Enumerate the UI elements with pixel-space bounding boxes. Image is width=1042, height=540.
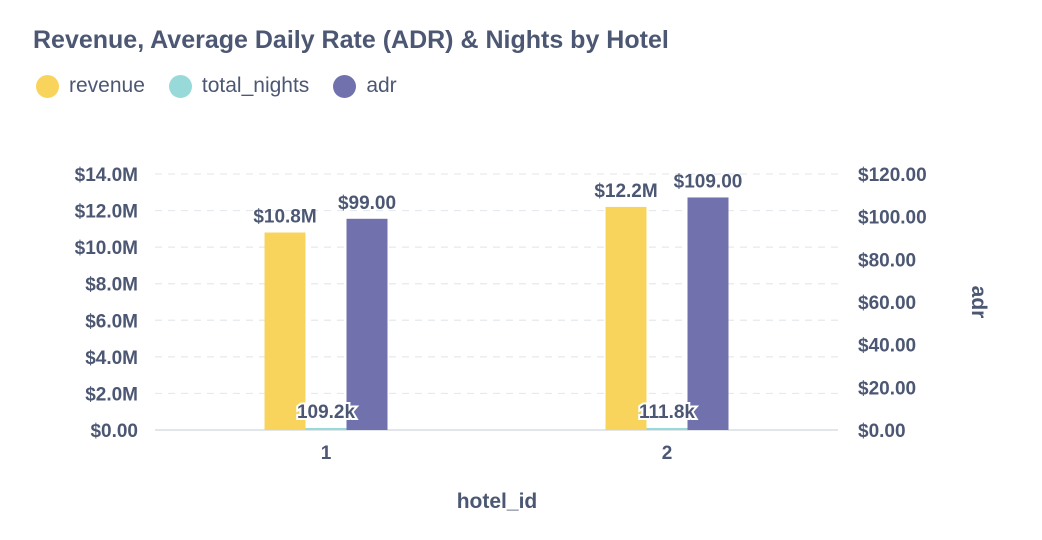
bars (264, 197, 729, 430)
left-axis-tick-label: $14.0M (75, 165, 138, 186)
left-axis-tick-label: $10.0M (75, 238, 138, 259)
bar-total-nights-2[interactable] (646, 427, 688, 430)
right-axis-tick-label: $100.00 (858, 208, 927, 229)
data-label-adr-1: $99.00 (338, 193, 396, 214)
data-label-total-nights-1: 109.2k (297, 402, 356, 423)
right-axis-ticks: $0.00 $20.00 $40.00 $60.00 $80.00 $100.00 $120… (858, 165, 927, 442)
legend-item-adr[interactable]: adr (333, 74, 397, 98)
right-axis-tick-label: $20.00 (858, 378, 916, 399)
right-axis-title: adr (967, 286, 990, 319)
data-label-adr-2: $109.00 (674, 171, 743, 192)
right-axis-tick-label: $120.00 (858, 165, 927, 186)
right-axis-tick-label: $60.00 (858, 293, 916, 314)
data-label-revenue-1: $10.8M (253, 207, 316, 228)
legend-item-total-nights[interactable]: total_nights (168, 74, 310, 98)
bar-adr-2[interactable] (687, 197, 729, 430)
right-axis-tick-label: $80.00 (858, 250, 916, 271)
right-axis-tick-label: $40.00 (858, 336, 916, 357)
bar-total-nights-1[interactable] (305, 428, 347, 430)
left-axis-tick-label: $4.0M (85, 348, 138, 369)
legend-dot-adr (333, 74, 357, 98)
bar-adr-1[interactable] (346, 218, 388, 430)
left-axis-tick-label: $6.0M (85, 311, 138, 332)
left-axis-ticks: $0.00 $2.0M $4.0M $6.0M $8.0M $10.0M $12.0M $14… (75, 165, 138, 442)
legend: revenue total_nights adr (36, 74, 421, 98)
data-labels: $10.8M 109.2k $99.00 $12.2M 111.8k $109.00 (253, 171, 743, 425)
left-axis-tick-label: $2.0M (85, 384, 138, 405)
legend-dot-total-nights (168, 74, 192, 98)
legend-dot-revenue (36, 74, 59, 98)
x-axis-tick-label: 2 (662, 443, 673, 464)
bar-revenue-2[interactable] (605, 206, 647, 430)
x-axis-tick-label: 1 (321, 443, 332, 464)
left-axis-tick-label: $12.0M (75, 202, 138, 223)
bar-revenue-1[interactable] (264, 232, 306, 430)
left-axis-tick-label: $0.00 (90, 421, 138, 442)
right-axis-tick-label: $0.00 (858, 421, 906, 442)
data-label-total-nights-2: 111.8k (639, 402, 695, 423)
x-axis-title: hotel_id (457, 490, 538, 513)
legend-label-adr: adr (366, 74, 397, 97)
chart-title: Revenue, Average Daily Rate (ADR) & Nigh… (33, 26, 669, 54)
legend-label-revenue: revenue (69, 74, 145, 97)
legend-item-revenue[interactable]: revenue (36, 74, 145, 98)
left-axis-tick-label: $8.0M (85, 275, 138, 296)
legend-label-total-nights: total_nights (201, 74, 310, 97)
data-label-revenue-2: $12.2M (594, 181, 657, 202)
